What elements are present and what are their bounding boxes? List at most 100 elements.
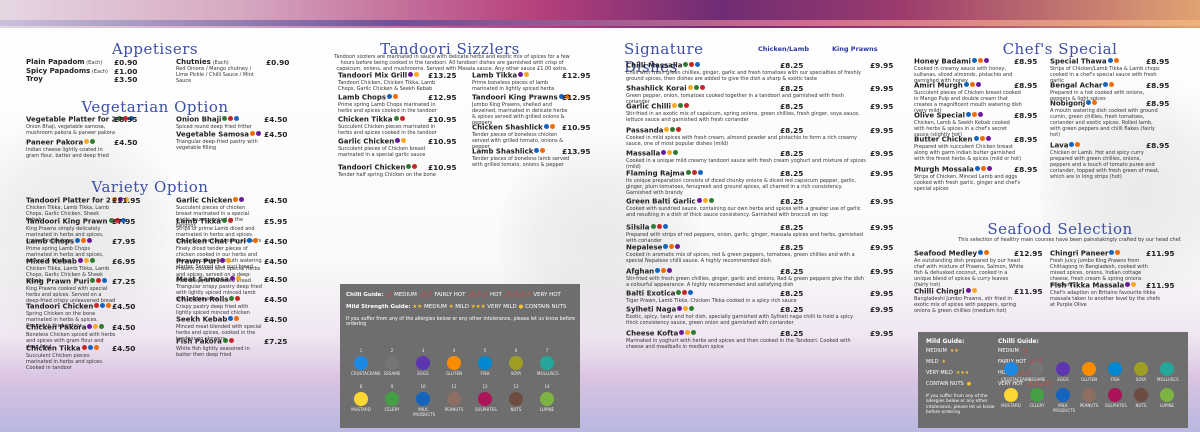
menu-item: Chicken Tikka £10.95 Succulent Chicken pie…	[338, 115, 466, 137]
price-chicken-lamb: £8.25	[780, 126, 804, 135]
allergen-icon	[478, 356, 492, 370]
menu-item: Afghan £8.25 £9.95 Stir-fried with fresh gr…	[626, 267, 896, 289]
allergen-dots	[86, 324, 105, 331]
allergen-dots	[221, 116, 240, 123]
item-name: Butter Chicken	[914, 135, 973, 144]
panel-appetisers: Appetisers Plain Papadom (Each) £0.90 Spic…	[0, 32, 300, 430]
allergen-icon	[1134, 388, 1148, 402]
allergen-dots	[81, 345, 99, 352]
item-name: Chicken Shashlick	[472, 123, 543, 132]
item-desc: Chicken or Lamb. Hot and spicy curry pre…	[1050, 150, 1160, 181]
item-price: £8.95	[1146, 57, 1170, 66]
item-name: Tandoori King Prawn	[26, 217, 108, 226]
menu-item: Lamb Tikka £5.95 Strips of prime Lamb dice…	[176, 218, 296, 245]
menu-item: Silsila £8.25 £9.95 Prepared with strips of…	[626, 223, 896, 245]
allergen-dots	[517, 72, 530, 79]
allergen-icon	[509, 356, 523, 370]
menu-item: Fish Pakora £7.25 White fish lightly seaso…	[176, 337, 296, 359]
item-unit: (Each)	[90, 68, 108, 75]
menu-item: Special Thawa £8.95 Strips of Chicken/Lamb…	[1050, 57, 1182, 85]
allergen-dots	[675, 290, 694, 297]
item-name: Lamb Chops	[338, 93, 387, 102]
item-name: Chutnies	[176, 58, 211, 66]
tandoori-heading: Tandoori Sizzlers	[380, 40, 520, 58]
menu-item: Massalla £8.25 £9.95 Cooked in a unique mil…	[626, 150, 896, 171]
menu-item: Olive Special £8.95 Chicken, Lamb & Seekh …	[914, 112, 1044, 139]
legend2-label: MEDIUM	[998, 348, 1019, 354]
allergen-label: FISH	[1110, 377, 1120, 382]
item-price: £10.95	[562, 123, 591, 132]
menu-item: Chilli Chingri £11.95 Bangladeshi Jumbo Pr…	[914, 288, 1044, 315]
allergen-dots	[974, 166, 992, 173]
item-name: Chicken Tikka	[338, 115, 393, 124]
item-price: £7.25	[264, 337, 288, 346]
legend2-row: CONTAIN NUTS ●	[926, 381, 971, 387]
menu-item: Chutnies (Each) Red Onions / Mango chutn…	[176, 58, 296, 84]
item-price: £11.95	[1146, 249, 1175, 258]
item-price: £4.50	[264, 237, 288, 246]
item-price: £4.50	[112, 344, 136, 353]
item-desc: Prawns cooked with special herbs and spi…	[176, 266, 261, 285]
item-name: Balti Exotica	[626, 289, 676, 298]
allergen-dots	[1102, 82, 1115, 89]
allergen-number: 9	[390, 384, 394, 389]
item-name: Fish Tikka Massala	[1050, 281, 1125, 290]
item-price: £4.50	[112, 323, 136, 332]
price-chicken-lamb: £8.25	[780, 305, 804, 314]
item-desc: Fresh juicy Jumbo King Prawns from Chitt…	[1050, 258, 1148, 289]
allergen-icon	[447, 392, 461, 406]
item-desc: Bangladeshi Jumbo Prawns, stir fried in …	[914, 296, 1017, 315]
item-desc: Exotic, spicy, tasty and hot dish, speci…	[626, 314, 854, 327]
allergen-dots	[221, 218, 234, 225]
legend2-allergy-note: If you suffer from any of the allergies …	[926, 394, 995, 416]
allergen-label: MILK PRODUCTS	[413, 407, 436, 417]
item-desc: Succulent pieces of chicken breast marin…	[176, 205, 250, 230]
item-desc: Strips of Chicken, Minced Lamb and eggs …	[914, 174, 1021, 193]
allergen-label: LUPINE	[1159, 403, 1175, 408]
menu-item: Honey Badami £8.95 Cooked in creamy sauce …	[914, 58, 1044, 85]
allergen-dots	[1107, 58, 1119, 65]
legend2-row: HOT 🌶🌶🌶	[998, 370, 1031, 376]
item-desc: Prime spring Lamb Chops marinated in her…	[338, 102, 437, 115]
item-name: Cheese Kofta	[626, 329, 679, 338]
menu-item: Chicken Chat Puri £4.50 Finely diced tende…	[176, 237, 296, 271]
price-chicken-lamb: £8.25	[780, 223, 804, 232]
menu-item: Sylheti Naga £8.25 £9.95 Exotic, spicy, tas…	[626, 305, 896, 327]
menu-item: Balti Exotica £8.25 £9.95 Tiger Prawn, Lamb…	[626, 289, 896, 305]
menu-item: Garlic Chilli £8.25 £9.95 Stir-fried in an …	[626, 103, 896, 124]
allergen-label: CRUSTACEANS	[351, 371, 381, 376]
menu-item: Murgh Mossala £8.95 Strips of Chicken, Min…	[914, 166, 1044, 193]
item-name: Seafood Medley	[914, 249, 978, 258]
item-desc: Prepared with succulent Chicken breast a…	[914, 144, 1022, 163]
item-name: Chicken Tikka	[26, 344, 81, 353]
legend2-label: MILD	[926, 359, 939, 365]
menu-item: Fish Tikka Massala £11.95 Chef's adaption …	[1050, 281, 1182, 309]
item-price: £8.95	[114, 115, 138, 124]
legend-chilli-row: Chilli Guide: 🌶 MEDIUM 🌶🌶 FAIRLY HOT 🌶🌶🌶…	[346, 292, 561, 298]
allergen-label: GLUTEN	[1080, 377, 1098, 382]
allergen-number: 2	[390, 348, 394, 353]
item-desc: Cooked in mild spices with fresh cream, …	[626, 135, 857, 148]
legend-nuts: CONTAIN NUTS	[525, 304, 567, 310]
legend2-symbol: ★★★	[955, 370, 970, 376]
allergen-dots	[1124, 282, 1137, 289]
allergen-dots	[963, 82, 981, 89]
legend2-label: HOT	[998, 370, 1009, 376]
allergen-icon	[1056, 388, 1070, 402]
item-name: Tandoori Mix Grill	[338, 71, 408, 80]
chefs-heading: Chef's Special	[1002, 40, 1118, 58]
legend2-row: VERY HOT 🌶🌶🌶🌶	[998, 381, 1052, 387]
menu-item: Spicy Papadoms (Each) £1.00	[26, 67, 151, 75]
allergen-dots	[660, 150, 679, 157]
allergen-label: MOLLUSCS	[1157, 377, 1179, 382]
menu-item: Lamb Chops £12.95 Prime spring Lamb Chops …	[338, 93, 466, 115]
menu-item: Vegetable Samosa £4.50 Triangular deep-fri…	[176, 131, 301, 152]
allergen-legend-box: Chilli Guide: 🌶 MEDIUM 🌶🌶 FAIRLY HOT 🌶🌶🌶…	[340, 284, 580, 428]
price-king-prawns: £9.95	[870, 267, 894, 276]
allergen-label: MUSTARD	[351, 407, 371, 412]
allergen-dots	[246, 238, 258, 245]
allergen-dots	[386, 94, 399, 101]
item-name: Nobigonj	[1050, 99, 1086, 108]
allergen-label: MUSTARD	[1001, 403, 1021, 408]
allergen-dots	[1068, 142, 1081, 149]
